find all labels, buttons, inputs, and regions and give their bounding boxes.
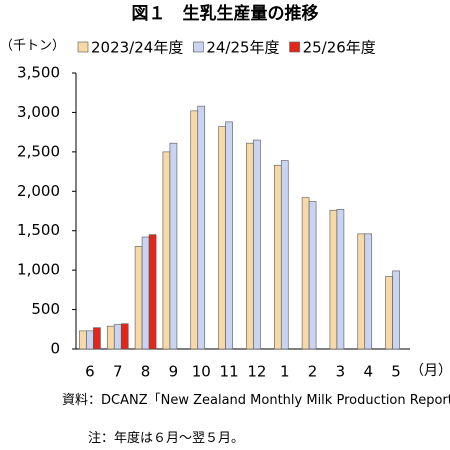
legend-swatch — [289, 41, 300, 53]
bar — [169, 142, 178, 350]
bar — [86, 330, 94, 350]
y-tick-label: 3,500 — [17, 64, 60, 82]
y-tick-label: 500 — [31, 300, 60, 318]
bar — [357, 233, 366, 350]
x-tick-label: 12 — [247, 363, 266, 381]
x-tick-label: 8 — [141, 363, 151, 381]
bar — [218, 126, 226, 350]
x-tick-label: 5 — [391, 363, 401, 381]
bar — [253, 139, 261, 350]
bar — [329, 209, 338, 350]
bar — [336, 209, 345, 350]
legend-swatch — [193, 41, 204, 53]
bar — [148, 234, 157, 350]
bar — [162, 151, 171, 350]
legend-swatch — [77, 41, 89, 53]
x-tick-label: 4 — [363, 363, 373, 381]
bar — [308, 201, 317, 350]
x-tick-label: 11 — [220, 363, 239, 381]
bar — [93, 327, 101, 350]
x-tick-label: 9 — [169, 363, 179, 381]
x-tick-label: 1 — [280, 363, 290, 381]
bar — [141, 236, 150, 350]
bar — [385, 276, 393, 350]
bar — [301, 197, 310, 350]
bar — [120, 323, 129, 350]
y-tick-label: 2,000 — [17, 182, 60, 200]
bar — [113, 324, 122, 350]
y-axis-label: （千トン） — [0, 39, 65, 54]
bar — [225, 121, 233, 350]
bar — [280, 160, 289, 350]
y-tick-label: 2,500 — [17, 142, 60, 160]
x-axis-label: （月） — [410, 363, 450, 379]
bar — [392, 270, 400, 350]
legend-label: 24/25年度 — [206, 39, 279, 57]
x-tick-label: 6 — [85, 363, 95, 381]
x-tick-label: 2 — [308, 363, 318, 381]
bar — [134, 246, 143, 350]
legend-label: 25/26年度 — [303, 39, 376, 57]
bar — [246, 142, 254, 350]
x-tick-label: 7 — [113, 363, 123, 381]
y-tick-label: 3,000 — [17, 103, 60, 121]
y-tick-label: 0 — [50, 340, 60, 358]
bar — [273, 164, 282, 350]
footnote: 注：年度は６月～翌５月。 — [88, 431, 245, 446]
bar — [190, 110, 199, 350]
source-note: 資料：DCANZ「New Zealand Monthly Milk Produc… — [62, 393, 450, 408]
y-tick-label: 1,000 — [17, 261, 60, 279]
x-tick-label: 3 — [336, 363, 346, 381]
y-tick-label: 1,500 — [17, 221, 60, 239]
bar — [79, 330, 87, 350]
bar — [364, 233, 373, 350]
x-tick-label: 10 — [192, 363, 211, 381]
bar — [106, 325, 115, 350]
bar — [197, 105, 206, 350]
legend-label: 2023/24年度 — [91, 39, 183, 57]
chart-title: 図１ 生乳生産量の推移 — [132, 3, 319, 24]
